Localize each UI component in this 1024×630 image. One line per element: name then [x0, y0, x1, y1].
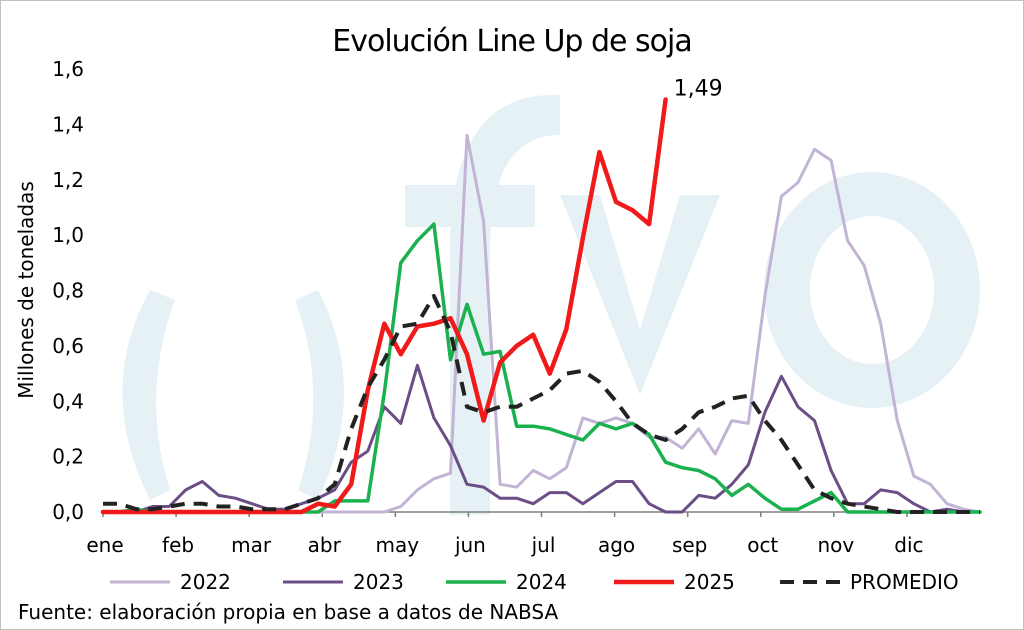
x-tick-label: jun	[454, 533, 486, 557]
x-tick-label: ene	[86, 533, 123, 557]
x-tick-label: abr	[308, 533, 342, 557]
series-line-2025	[100, 97, 668, 515]
source-note: Fuente: elaboración propia en base a dat…	[18, 600, 558, 624]
y-tick-label: 0,0	[52, 500, 84, 524]
x-tick-label: oct	[747, 533, 778, 557]
legend: 2022 2023 2024 2025 PROMEDIO	[110, 570, 959, 594]
legend-label-2022: 2022	[180, 570, 231, 594]
y-tick-label: 0,8	[52, 279, 84, 303]
y-tick-label: 1,4	[52, 112, 84, 136]
legend-label-promedio: PROMEDIO	[850, 570, 959, 594]
y-tick-label: 0,2	[52, 445, 84, 469]
x-tick-label: sep	[672, 533, 707, 557]
x-tick-labels: ene feb mar abr may jun jul ago sep oct nov dic	[86, 512, 924, 557]
y-tick-label: 0,6	[52, 334, 84, 358]
x-tick-label: jul	[531, 533, 556, 557]
y-tick-labels: 0,0 0,2 0,4 0,6 0,8 1,0 1,2 1,4 1,6	[52, 57, 84, 524]
legend-label-2024: 2024	[516, 570, 567, 594]
series-lines	[100, 97, 982, 515]
x-tick-label: nov	[817, 533, 854, 557]
watermark-logo	[122, 94, 980, 515]
x-tick-label: dic	[894, 533, 923, 557]
x-tick-label: mar	[231, 533, 272, 557]
legend-label-2023: 2023	[353, 570, 404, 594]
legend-label-2025: 2025	[684, 570, 735, 594]
y-tick-label: 0,4	[52, 389, 84, 413]
x-tick-label: ago	[598, 533, 635, 557]
x-tick-label: may	[376, 533, 420, 557]
chart-title: Evolución Line Up de soja	[332, 24, 691, 59]
series-line-promedio	[103, 294, 980, 514]
last-value-annotation: 1,49	[674, 76, 723, 101]
y-tick-label: 1,0	[52, 223, 84, 247]
series-line-2023	[101, 363, 982, 514]
y-axis-label: Millones de toneladas	[14, 181, 38, 399]
y-tick-label: 1,2	[52, 168, 84, 192]
x-tick-label: feb	[162, 533, 194, 557]
y-tick-label: 1,6	[52, 57, 84, 81]
